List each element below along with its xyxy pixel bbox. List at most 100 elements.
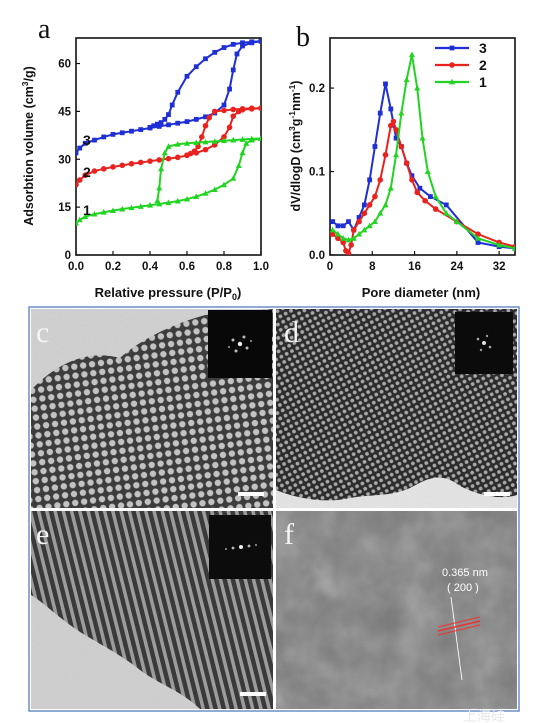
pore-series-1-point	[334, 230, 341, 237]
pore-series-3-point	[346, 219, 351, 225]
lattice-plane-label: ( 200 )	[447, 582, 479, 594]
isotherm-2-adsorption-point	[174, 154, 181, 161]
y-tick-label: 30	[58, 154, 71, 166]
isotherm-1-desorption-point	[248, 135, 255, 142]
isotherm-2-desorption-point	[211, 108, 218, 115]
isotherm-3-desorption-point	[212, 49, 218, 55]
isotherm-3-desorption-point	[166, 112, 171, 117]
isotherm-1-adsorption-point	[147, 202, 153, 208]
pore-series-2-point	[432, 206, 439, 212]
isotherm-1-desorption-point	[161, 149, 168, 156]
isotherm-1-adsorption-point	[156, 200, 163, 207]
x-axis-label-b: Pore diameter (nm)	[362, 285, 480, 300]
scale-bar-c	[238, 492, 264, 496]
tem-c-fft-spots	[227, 335, 253, 353]
legend-label-3: 3	[479, 40, 487, 56]
pore-series-1-point	[350, 235, 357, 241]
isotherm-1-adsorption-point	[76, 219, 79, 226]
isotherm-1-adsorption-point	[76, 216, 83, 223]
panel-letter-d: d	[284, 316, 299, 349]
lattice-fringe-marker	[437, 620, 481, 632]
legend-marker-1	[449, 78, 455, 85]
isotherm-3-desorption-point	[230, 41, 236, 47]
isotherm-3-desorption-point	[249, 39, 255, 45]
isotherm-2-adsorption-point	[119, 162, 126, 169]
isotherm-2-adsorption-point	[165, 155, 172, 162]
pore-series-3-point	[340, 223, 346, 229]
isotherm-1-adsorption-point	[100, 209, 107, 215]
panel-letter-f: f	[284, 518, 294, 551]
scale-bar-d	[484, 492, 510, 496]
isotherm-3-adsorption-point	[193, 116, 199, 122]
isotherm-1-adsorption-point	[165, 199, 172, 206]
isotherm-3-adsorption-point	[227, 86, 232, 92]
x-tick-label: 0	[327, 261, 333, 273]
isotherm-2-adsorption-point	[100, 166, 107, 172]
tem-f-grain	[276, 511, 517, 709]
pore-series-1-point	[371, 218, 378, 225]
pore-series-3-point	[475, 240, 481, 245]
isotherm-1-desorption-point	[211, 138, 218, 144]
pore-series-1-point	[414, 84, 421, 91]
isotherm-2-desorption-point	[184, 152, 190, 158]
watermark: 上海硅	[463, 708, 505, 723]
pore-series-2-point	[348, 242, 354, 248]
pore-series-1-point	[424, 168, 431, 174]
pore-series-2-point	[409, 177, 415, 183]
pore-series-3-point	[428, 194, 433, 199]
isotherm-3-adsorption-point	[184, 119, 190, 125]
pore-series-1-point	[366, 222, 373, 229]
isotherm-3-adsorption-point	[175, 120, 181, 126]
pore-series-3-point	[377, 110, 383, 116]
pore-series-2-point	[387, 122, 394, 129]
panel-a-isotherm-chart: a 0 15 30 45 60 0.0 0.2 0.4 0.6 0.8 1.0 3 2 1 Relat…	[20, 14, 269, 302]
y-tick-label: 15	[58, 202, 71, 214]
pore-series-1-point	[408, 51, 415, 58]
pore-series-1-point	[393, 151, 400, 158]
x-tick-label: 0.8	[216, 261, 233, 273]
isotherm-1-adsorption-point	[239, 149, 246, 156]
isotherm-2-adsorption-point	[156, 157, 163, 163]
pore-series-1-point	[443, 210, 450, 216]
y-tick-label: 0.0	[309, 250, 325, 262]
pore-series-1-point	[356, 230, 363, 237]
x-tick-label: 0.2	[105, 261, 121, 273]
isotherm-2-desorption-point	[258, 105, 261, 112]
isotherm-2-adsorption-point	[128, 160, 135, 167]
pore-series-1-point	[419, 134, 426, 141]
isotherm-3-adsorption-point	[76, 150, 79, 156]
pore-series-3-point	[383, 81, 388, 87]
isotherm-1-adsorption-point	[243, 140, 250, 146]
x-tick-label: 0.4	[142, 261, 159, 273]
y-ticks-b: 0.0 0.1 0.2	[309, 83, 334, 262]
isotherm-2-adsorption-point	[91, 168, 98, 174]
isotherm-1-adsorption-point	[202, 190, 209, 196]
isotherm-3-adsorption-point	[92, 137, 97, 143]
isotherm-1-desorption-point	[154, 197, 161, 204]
isotherm-3-desorption-point	[203, 56, 208, 62]
y-tick-label: 0	[65, 250, 71, 262]
pore-series-1-point	[398, 109, 405, 116]
y-ticks-a: 0 15 30 45 60	[58, 59, 80, 262]
isotherm-3-desorption-point	[147, 124, 153, 130]
isotherm-1-desorption-point	[156, 184, 163, 191]
isotherm-1-desorption-point	[165, 143, 172, 149]
isotherm-1-adsorption-point	[184, 195, 190, 202]
isotherm-2-adsorption-point	[147, 158, 153, 164]
y-tick-label: 0.1	[309, 167, 326, 179]
isotherm-3-desorption-point	[221, 45, 227, 50]
pore-series-3-point	[330, 219, 336, 225]
annotation-pointer-line	[450, 596, 463, 681]
pore-series-2-point	[377, 177, 384, 183]
isotherm-1-desorption-point	[193, 139, 200, 146]
pore-series-2-point	[372, 193, 378, 200]
y-tick-label: 60	[58, 59, 71, 71]
pore-series-2-point	[398, 143, 405, 150]
pore-series-2-point	[356, 218, 362, 225]
isotherm-3-adsorption-point	[119, 130, 125, 136]
isotherm-3-adsorption-point	[240, 43, 245, 49]
pore-series-3-point	[388, 106, 394, 112]
isotherm-1-adsorption-point	[230, 175, 237, 181]
isotherm-3-desorption-point	[158, 120, 164, 125]
